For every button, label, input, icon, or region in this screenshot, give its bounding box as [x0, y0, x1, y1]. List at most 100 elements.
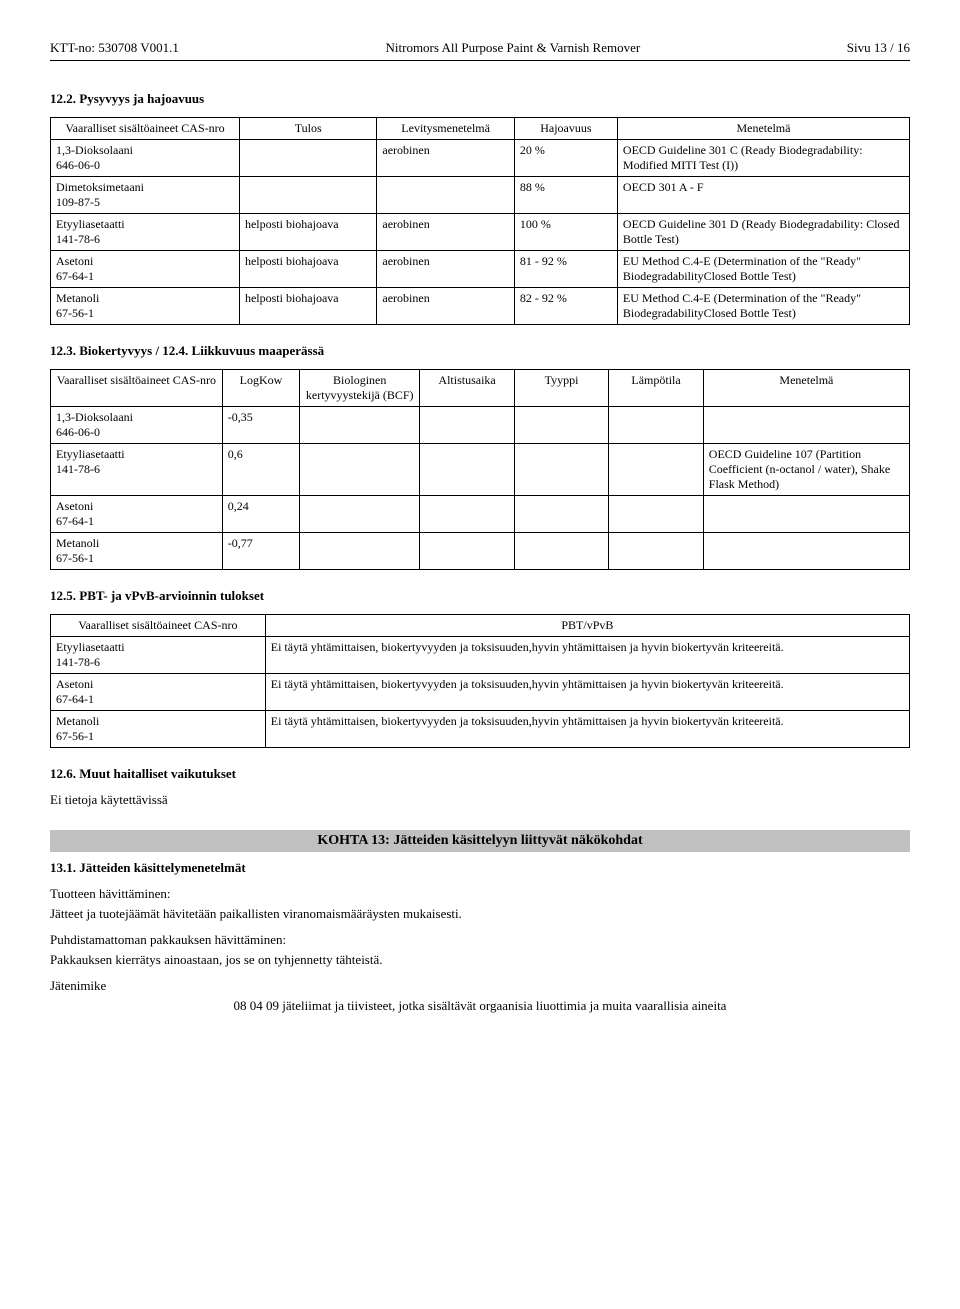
disposal-packaging-label: Puhdistamattoman pakkauksen hävittäminen… — [50, 932, 910, 948]
table-header-row: Vaaralliset sisältöaineet CAS-nro LogKow… — [51, 370, 910, 407]
table-row: 1,3-Dioksolaani646-06-0-0,35 — [51, 407, 910, 444]
page-header: KTT-no: 530708 V001.1 Nitromors All Purp… — [50, 40, 910, 56]
table-row: Metanoli67-56-1helposti biohajoavaaerobi… — [51, 288, 910, 325]
section-12-3-title: 12.3. Biokertyvyys / 12.4. Liikkuvuus ma… — [50, 343, 910, 359]
table-cell: aerobinen — [377, 214, 514, 251]
table-cell: 88 % — [514, 177, 617, 214]
table-cell: Ei täytä yhtämittaisen, biokertyvyyden j… — [265, 637, 909, 674]
table-cell — [514, 496, 608, 533]
table-cell — [300, 407, 420, 444]
table-cell: Etyyliasetaatti141-78-6 — [51, 637, 266, 674]
col-temp: Lämpötila — [609, 370, 703, 407]
table-cell: aerobinen — [377, 251, 514, 288]
section-12-6-text: Ei tietoja käytettävissä — [50, 792, 910, 808]
table-cell: helposti biohajoava — [239, 214, 376, 251]
table-row: Dimetoksimetaani109-87-5 88 %OECD 301 A -… — [51, 177, 910, 214]
table-cell: Etyyliasetaatti141-78-6 — [51, 444, 223, 496]
table-cell — [514, 444, 608, 496]
table-cell: Ei täytä yhtämittaisen, biokertyvyyden j… — [265, 674, 909, 711]
table-cell: OECD Guideline 301 D (Ready Biodegradabi… — [617, 214, 909, 251]
section-12-5-title: 12.5. PBT- ja vPvB-arvioinnin tulokset — [50, 588, 910, 604]
table-cell: Asetoni67-64-1 — [51, 251, 240, 288]
col-substance: Vaaralliset sisältöaineet CAS-nro — [51, 118, 240, 140]
table-cell — [609, 533, 703, 570]
table-cell — [239, 140, 376, 177]
waste-code-label: Jätenimike — [50, 978, 910, 994]
table-cell: Metanoli67-56-1 — [51, 711, 266, 748]
table-cell: OECD 301 A - F — [617, 177, 909, 214]
table-cell: OECD Guideline 301 C (Ready Biodegradabi… — [617, 140, 909, 177]
table-row: Metanoli67-56-1Ei täytä yhtämittaisen, b… — [51, 711, 910, 748]
table-cell: helposti biohajoava — [239, 288, 376, 325]
col-method: Menetelmä — [703, 370, 909, 407]
col-logkow: LogKow — [222, 370, 299, 407]
header-center: Nitromors All Purpose Paint & Varnish Re… — [386, 40, 641, 56]
col-exposure: Altistusaika — [420, 370, 514, 407]
table-cell: -0,35 — [222, 407, 299, 444]
table-cell: Asetoni67-64-1 — [51, 496, 223, 533]
table-cell — [377, 177, 514, 214]
table-12-2: Vaaralliset sisältöaineet CAS-nro Tulos … — [50, 117, 910, 325]
disposal-product-text: Jätteet ja tuotejäämät hävitetään paikal… — [50, 906, 910, 922]
table-cell: 1,3-Dioksolaani646-06-0 — [51, 407, 223, 444]
col-bcf: Biologinen kertyvyystekijä (BCF) — [300, 370, 420, 407]
table-header-row: Vaaralliset sisältöaineet CAS-nro Tulos … — [51, 118, 910, 140]
table-row: Etyyliasetaatti141-78-6Ei täytä yhtämitt… — [51, 637, 910, 674]
table-cell — [420, 496, 514, 533]
table-cell: 0,6 — [222, 444, 299, 496]
table-cell — [514, 407, 608, 444]
table-row: Asetoni67-64-1helposti biohajoavaaerobin… — [51, 251, 910, 288]
table-cell — [609, 444, 703, 496]
table-cell: Dimetoksimetaani109-87-5 — [51, 177, 240, 214]
table-cell: aerobinen — [377, 140, 514, 177]
table-12-3: Vaaralliset sisältöaineet CAS-nro LogKow… — [50, 369, 910, 570]
disposal-product-label: Tuotteen hävittäminen: — [50, 886, 910, 902]
table-cell: Asetoni67-64-1 — [51, 674, 266, 711]
table-cell: 81 - 92 % — [514, 251, 617, 288]
section-12-2-title: 12.2. Pysyvyys ja hajoavuus — [50, 91, 910, 107]
table-cell: OECD Guideline 107 (Partition Coefficien… — [703, 444, 909, 496]
col-substance: Vaaralliset sisältöaineet CAS-nro — [51, 370, 223, 407]
disposal-packaging-text: Pakkauksen kierrätys ainoastaan, jos se … — [50, 952, 910, 968]
col-method-spread: Levitysmenetelmä — [377, 118, 514, 140]
table-cell: -0,77 — [222, 533, 299, 570]
table-12-5: Vaaralliset sisältöaineet CAS-nro PBT/vP… — [50, 614, 910, 748]
table-cell: 20 % — [514, 140, 617, 177]
table-cell — [420, 444, 514, 496]
table-cell — [703, 496, 909, 533]
table-cell: EU Method C.4-E (Determination of the "R… — [617, 288, 909, 325]
table-cell: 1,3-Dioksolaani646-06-0 — [51, 140, 240, 177]
table-cell: Ei täytä yhtämittaisen, biokertyvyyden j… — [265, 711, 909, 748]
table-cell — [420, 407, 514, 444]
table-cell — [609, 407, 703, 444]
col-result: Tulos — [239, 118, 376, 140]
table-cell: 82 - 92 % — [514, 288, 617, 325]
table-cell — [703, 533, 909, 570]
table-cell: Metanoli67-56-1 — [51, 533, 223, 570]
table-cell — [514, 533, 608, 570]
table-cell: Metanoli67-56-1 — [51, 288, 240, 325]
waste-code-text: 08 04 09 jäteliimat ja tiivisteet, jotka… — [50, 998, 910, 1014]
table-cell — [609, 496, 703, 533]
table-cell: Etyyliasetaatti141-78-6 — [51, 214, 240, 251]
section-13-1-title: 13.1. Jätteiden käsittelymenetelmät — [50, 860, 910, 876]
table-cell — [420, 533, 514, 570]
section-13-bar: KOHTA 13: Jätteiden käsittelyyn liittyvä… — [50, 830, 910, 852]
table-cell — [300, 533, 420, 570]
table-cell — [703, 407, 909, 444]
table-row: Asetoni67-64-10,24 — [51, 496, 910, 533]
table-cell: aerobinen — [377, 288, 514, 325]
table-cell: helposti biohajoava — [239, 251, 376, 288]
table-cell: EU Method C.4-E (Determination of the "R… — [617, 251, 909, 288]
col-substance: Vaaralliset sisältöaineet CAS-nro — [51, 615, 266, 637]
table-cell — [300, 444, 420, 496]
header-left: KTT-no: 530708 V001.1 — [50, 40, 179, 56]
table-row: 1,3-Dioksolaani646-06-0 aerobinen20 %OECD… — [51, 140, 910, 177]
table-row: Etyyliasetaatti141-78-6helposti biohajoa… — [51, 214, 910, 251]
col-type: Tyyppi — [514, 370, 608, 407]
header-rule — [50, 60, 910, 61]
header-right: Sivu 13 / 16 — [847, 40, 910, 56]
section-12-6-title: 12.6. Muut haitalliset vaikutukset — [50, 766, 910, 782]
table-row: Metanoli67-56-1-0,77 — [51, 533, 910, 570]
table-cell — [239, 177, 376, 214]
